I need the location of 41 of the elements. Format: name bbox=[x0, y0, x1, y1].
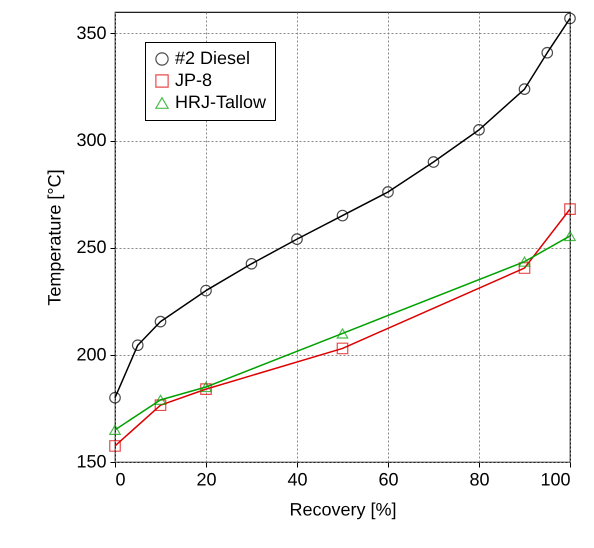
point bbox=[200, 284, 212, 296]
legend-label: JP-8 bbox=[175, 70, 212, 90]
y-tick-label: 200 bbox=[76, 344, 106, 364]
point bbox=[336, 342, 348, 354]
point bbox=[132, 339, 144, 352]
point bbox=[564, 203, 576, 215]
point bbox=[518, 256, 530, 267]
y-tick-label: 150 bbox=[76, 452, 106, 472]
point bbox=[109, 440, 121, 452]
x-axis-title: Recovery [%] bbox=[289, 500, 397, 520]
point bbox=[109, 424, 121, 435]
x-tick-label: 60 bbox=[378, 470, 399, 490]
point bbox=[154, 399, 166, 412]
point bbox=[336, 328, 348, 339]
x-tick-label: 40 bbox=[287, 470, 308, 490]
point bbox=[246, 258, 258, 270]
point bbox=[473, 124, 485, 136]
point bbox=[200, 382, 212, 392]
x-tick-label: 100 bbox=[540, 470, 570, 490]
y-axis-title: Temperature [°C] bbox=[44, 169, 64, 306]
x-tick-label: 0 bbox=[116, 470, 126, 490]
point bbox=[154, 394, 166, 405]
point bbox=[336, 210, 348, 222]
point bbox=[564, 230, 576, 242]
y-tick-label: 350 bbox=[76, 22, 106, 43]
point bbox=[564, 12, 576, 24]
point bbox=[291, 233, 303, 245]
point bbox=[200, 383, 212, 395]
point bbox=[518, 83, 530, 95]
y-tick-label: 300 bbox=[76, 130, 106, 150]
point bbox=[154, 316, 166, 328]
point bbox=[428, 156, 440, 168]
point bbox=[518, 262, 530, 274]
point bbox=[109, 392, 121, 404]
x-tick-label: 20 bbox=[196, 470, 217, 490]
legend-label: #2 Diesel bbox=[175, 48, 250, 68]
point bbox=[382, 186, 394, 198]
x-tick-label: 80 bbox=[469, 470, 490, 490]
legend-label: HRJ-Tallow bbox=[175, 92, 268, 112]
point bbox=[541, 46, 554, 59]
y-tick-label: 250 bbox=[76, 237, 106, 258]
